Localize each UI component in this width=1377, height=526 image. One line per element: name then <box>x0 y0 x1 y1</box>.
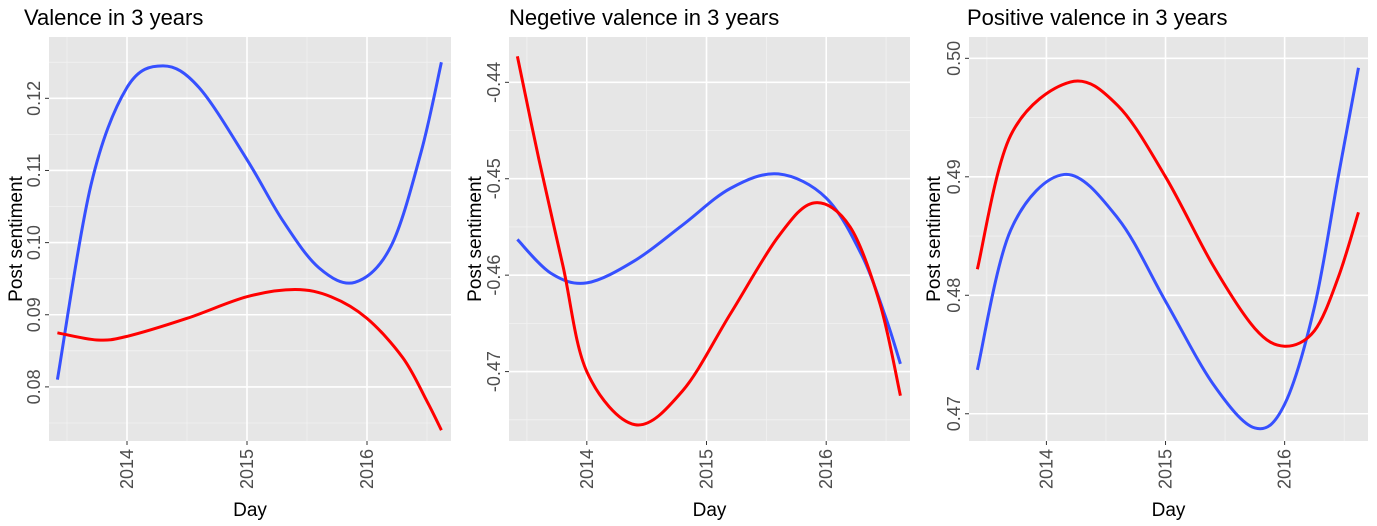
y-tick-label: 0.50 <box>944 41 964 76</box>
plot-background <box>969 37 1368 441</box>
y-tick-label: 0.48 <box>944 278 964 313</box>
y-tick-label: 0.49 <box>944 159 964 194</box>
y-tick-label: -0.45 <box>484 158 504 199</box>
x-tick-label: 2014 <box>1036 449 1056 489</box>
x-tick-label: 2015 <box>237 449 257 489</box>
plot-background <box>49 37 451 441</box>
chart-panel-2: -0.47 -0.46 -0.45 -0.44 2014 2015 2016 Negetive… <box>465 5 910 521</box>
x-tick-label: 2016 <box>1275 449 1295 489</box>
y-tick-label: 0.09 <box>24 297 44 332</box>
series-line-1 <box>975 67 1360 431</box>
y-axis-label: Post sentiment <box>924 175 945 301</box>
y-tick-label: 0.12 <box>24 81 44 116</box>
y-axis-label: Post sentiment <box>6 175 27 301</box>
y-tick-label: 0.10 <box>24 225 44 260</box>
x-tick-label: 2016 <box>816 449 836 489</box>
chart-panel-3: 0.47 0.48 0.49 0.50 2014 2015 2016 Positive val… <box>924 5 1368 521</box>
plot-background <box>509 37 910 441</box>
y-tick-label: -0.46 <box>484 255 504 296</box>
y-tick-label: -0.47 <box>484 351 504 392</box>
x-tick-label: 2016 <box>357 449 377 489</box>
x-tick-label: 2014 <box>117 449 137 489</box>
x-tick-label: 2014 <box>577 449 597 489</box>
x-axis-label: Day <box>693 500 727 521</box>
y-tick-label: 0.11 <box>24 154 44 188</box>
x-axis-label: Day <box>233 500 267 521</box>
x-axis-label: Day <box>1152 500 1186 521</box>
series-line-1 <box>55 61 443 380</box>
y-tick-label: -0.44 <box>484 62 504 103</box>
chart-title: Positive valence in 3 years <box>967 5 1227 30</box>
y-tick-label: 0.08 <box>24 369 44 404</box>
series-line-2 <box>57 288 443 431</box>
y-axis-label: Post sentiment <box>465 175 486 301</box>
x-tick-label: 2015 <box>697 449 717 489</box>
x-tick-label: 2015 <box>1156 449 1176 489</box>
y-tick-label: 0.47 <box>944 396 964 431</box>
chart-title: Negetive valence in 3 years <box>509 5 779 30</box>
chart-title: Valence in 3 years <box>24 5 203 30</box>
chart-panel-1: 0.08 0.09 0.10 0.11 0.12 2014 2015 2016 Valence … <box>6 5 451 521</box>
series-line-2 <box>975 79 1360 348</box>
series-line-2 <box>515 55 902 427</box>
